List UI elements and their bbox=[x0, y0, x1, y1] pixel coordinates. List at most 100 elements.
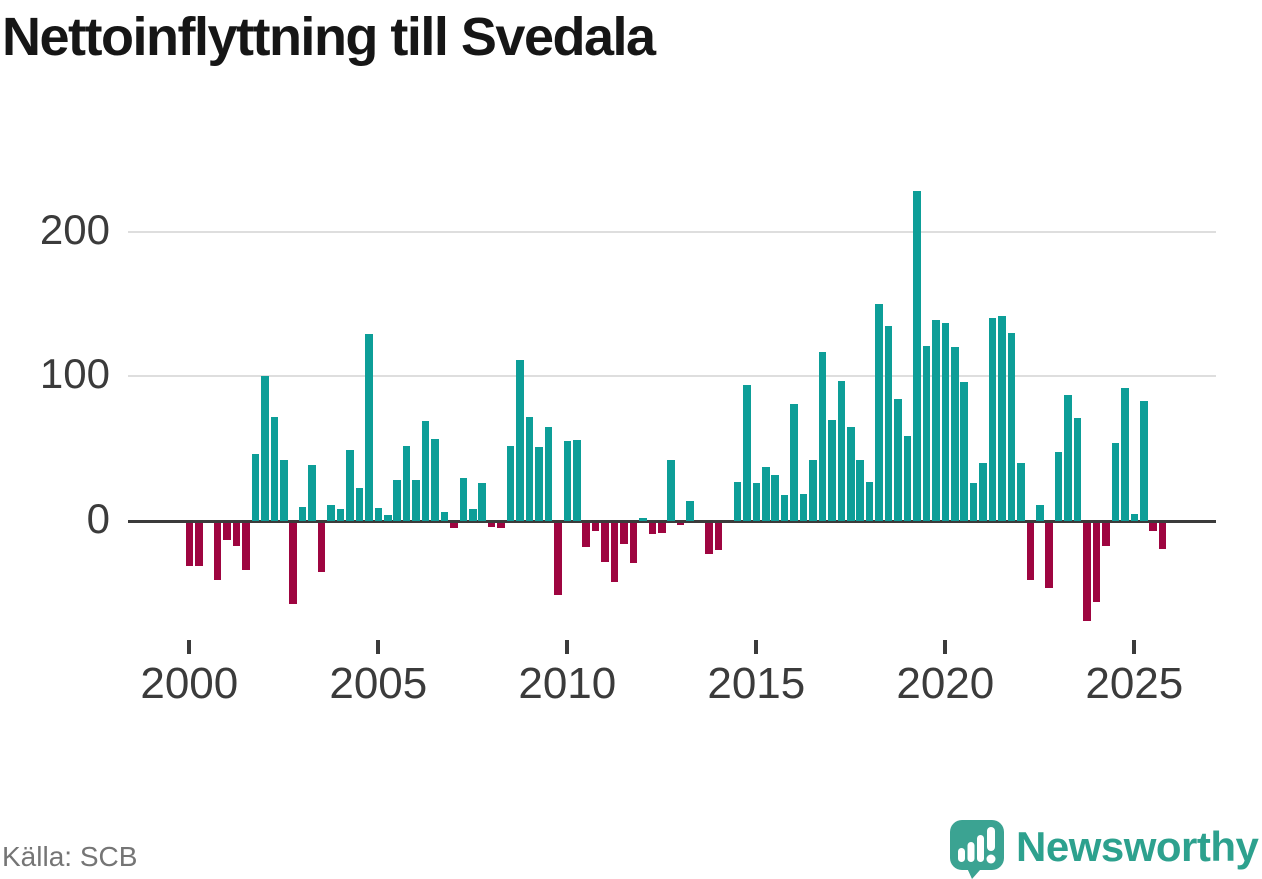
x-axis-label-2000: 2000 bbox=[140, 659, 239, 708]
bar-2025Q1 bbox=[1130, 513, 1139, 521]
bar-2002Q3 bbox=[280, 460, 288, 521]
bar-2009Q3 bbox=[544, 426, 553, 521]
gridline-y200 bbox=[128, 230, 1216, 233]
bar-2004Q2 bbox=[346, 450, 354, 521]
bar-2025Q2 bbox=[1139, 400, 1148, 521]
bar-2016Q2 bbox=[799, 493, 808, 521]
bar-2012Q3 bbox=[658, 522, 666, 533]
bar-2019Q2 bbox=[913, 191, 921, 521]
x-axis-label-2020: 2020 bbox=[896, 659, 995, 708]
bar-2014Q1 bbox=[714, 522, 723, 550]
bar-2015Q4 bbox=[780, 494, 789, 521]
bar-2014Q4 bbox=[743, 384, 751, 521]
bar-2001Q4 bbox=[251, 454, 260, 521]
bar-2014Q3 bbox=[733, 481, 742, 521]
bar-2015Q3 bbox=[771, 474, 779, 521]
bar-2015Q1 bbox=[752, 483, 761, 521]
bar-2002Q4 bbox=[289, 522, 298, 604]
bar-2008Q1 bbox=[487, 522, 496, 527]
bar-2018Q2 bbox=[875, 303, 883, 521]
bar-2012Q2 bbox=[648, 522, 657, 535]
bar-2013Q4 bbox=[705, 522, 713, 555]
bar-2021Q1 bbox=[979, 463, 987, 521]
bar-2016Q4 bbox=[818, 351, 827, 521]
bar-2013Q1 bbox=[676, 522, 685, 526]
bar-2020Q1 bbox=[941, 322, 950, 521]
bar-2017Q4 bbox=[856, 460, 865, 521]
x-axis-tick-2015 bbox=[754, 640, 759, 654]
brand-logo: Newsworthy bbox=[946, 818, 1259, 879]
y-axis-label-200: 200 bbox=[39, 205, 110, 253]
bar-2007Q3 bbox=[469, 509, 477, 521]
bar-2005Q3 bbox=[393, 480, 401, 521]
bar-2006Q4 bbox=[440, 512, 449, 521]
bar-2005Q4 bbox=[402, 445, 411, 521]
bar-2018Q1 bbox=[865, 481, 874, 521]
bar-2003Q4 bbox=[327, 505, 335, 521]
bar-2024Q2 bbox=[1102, 522, 1110, 546]
chart-title: Nettoinflyttning till Svedala bbox=[2, 7, 656, 67]
x-axis-tick-2020 bbox=[943, 640, 948, 654]
bar-2023Q1 bbox=[1054, 451, 1063, 521]
bar-2004Q1 bbox=[336, 509, 345, 521]
bar-2003Q2 bbox=[308, 464, 316, 521]
gridline-y100 bbox=[128, 375, 1216, 378]
bar-2020Q4 bbox=[969, 483, 978, 521]
bar-2022Q1 bbox=[1017, 463, 1025, 521]
bar-2010Q2 bbox=[572, 439, 581, 521]
bar-2000Q2 bbox=[194, 522, 203, 566]
bar-2010Q4 bbox=[591, 522, 600, 532]
bar-2017Q3 bbox=[847, 426, 855, 521]
y-axis-label-0: 0 bbox=[86, 495, 110, 543]
brand-name: Newsworthy bbox=[1016, 822, 1259, 870]
bar-2012Q4 bbox=[667, 460, 676, 521]
x-axis-label-2025: 2025 bbox=[1085, 659, 1184, 708]
bar-2024Q3 bbox=[1111, 442, 1120, 521]
x-axis-tick-2025 bbox=[1132, 640, 1137, 654]
bar-2002Q2 bbox=[270, 416, 279, 521]
bar-2006Q1 bbox=[412, 480, 420, 521]
newsworthy-speech-bubble-chart-icon bbox=[950, 820, 1004, 879]
bar-2017Q2 bbox=[837, 380, 846, 521]
bar-2008Q4 bbox=[516, 360, 524, 521]
bar-2004Q3 bbox=[355, 487, 364, 521]
bar-2001Q1 bbox=[223, 522, 231, 540]
bar-2001Q3 bbox=[242, 522, 250, 571]
bar-2006Q3 bbox=[431, 438, 439, 521]
bar-2003Q1 bbox=[298, 506, 307, 521]
bar-2019Q1 bbox=[903, 435, 912, 521]
bar-2025Q4 bbox=[1158, 522, 1167, 549]
bar-2011Q2 bbox=[610, 522, 619, 582]
bar-2018Q4 bbox=[894, 399, 902, 521]
bar-2009Q1 bbox=[525, 416, 534, 521]
bar-2018Q3 bbox=[884, 325, 893, 521]
bar-2005Q2 bbox=[383, 515, 392, 521]
bar-2001Q2 bbox=[232, 522, 241, 546]
bar-2021Q3 bbox=[998, 315, 1006, 521]
bar-2020Q2 bbox=[950, 347, 959, 521]
bar-2025Q3 bbox=[1149, 522, 1157, 532]
source-label: Källa: SCB bbox=[2, 841, 138, 872]
bar-2012Q1 bbox=[639, 518, 647, 521]
bar-2002Q1 bbox=[261, 376, 269, 521]
x-axis-label-2005: 2005 bbox=[329, 659, 428, 708]
bar-2015Q2 bbox=[761, 467, 770, 521]
bar-2022Q3 bbox=[1036, 505, 1044, 521]
bar-2010Q1 bbox=[563, 441, 572, 521]
bar-2024Q1 bbox=[1092, 522, 1101, 603]
bar-2003Q3 bbox=[317, 522, 326, 572]
bar-2023Q3 bbox=[1073, 418, 1082, 521]
bar-2016Q1 bbox=[790, 403, 798, 521]
bar-2023Q4 bbox=[1083, 522, 1091, 621]
bar-2009Q2 bbox=[535, 447, 543, 521]
bar-2023Q2 bbox=[1064, 395, 1072, 521]
x-axis-tick-2010 bbox=[565, 640, 570, 654]
bar-2022Q4 bbox=[1045, 522, 1054, 588]
bar-2006Q2 bbox=[421, 421, 430, 521]
bar-2022Q2 bbox=[1026, 522, 1035, 581]
bar-2016Q3 bbox=[809, 460, 817, 521]
bar-2007Q4 bbox=[478, 483, 487, 521]
bar-2010Q3 bbox=[582, 522, 590, 548]
bar-2021Q4 bbox=[1007, 332, 1016, 521]
